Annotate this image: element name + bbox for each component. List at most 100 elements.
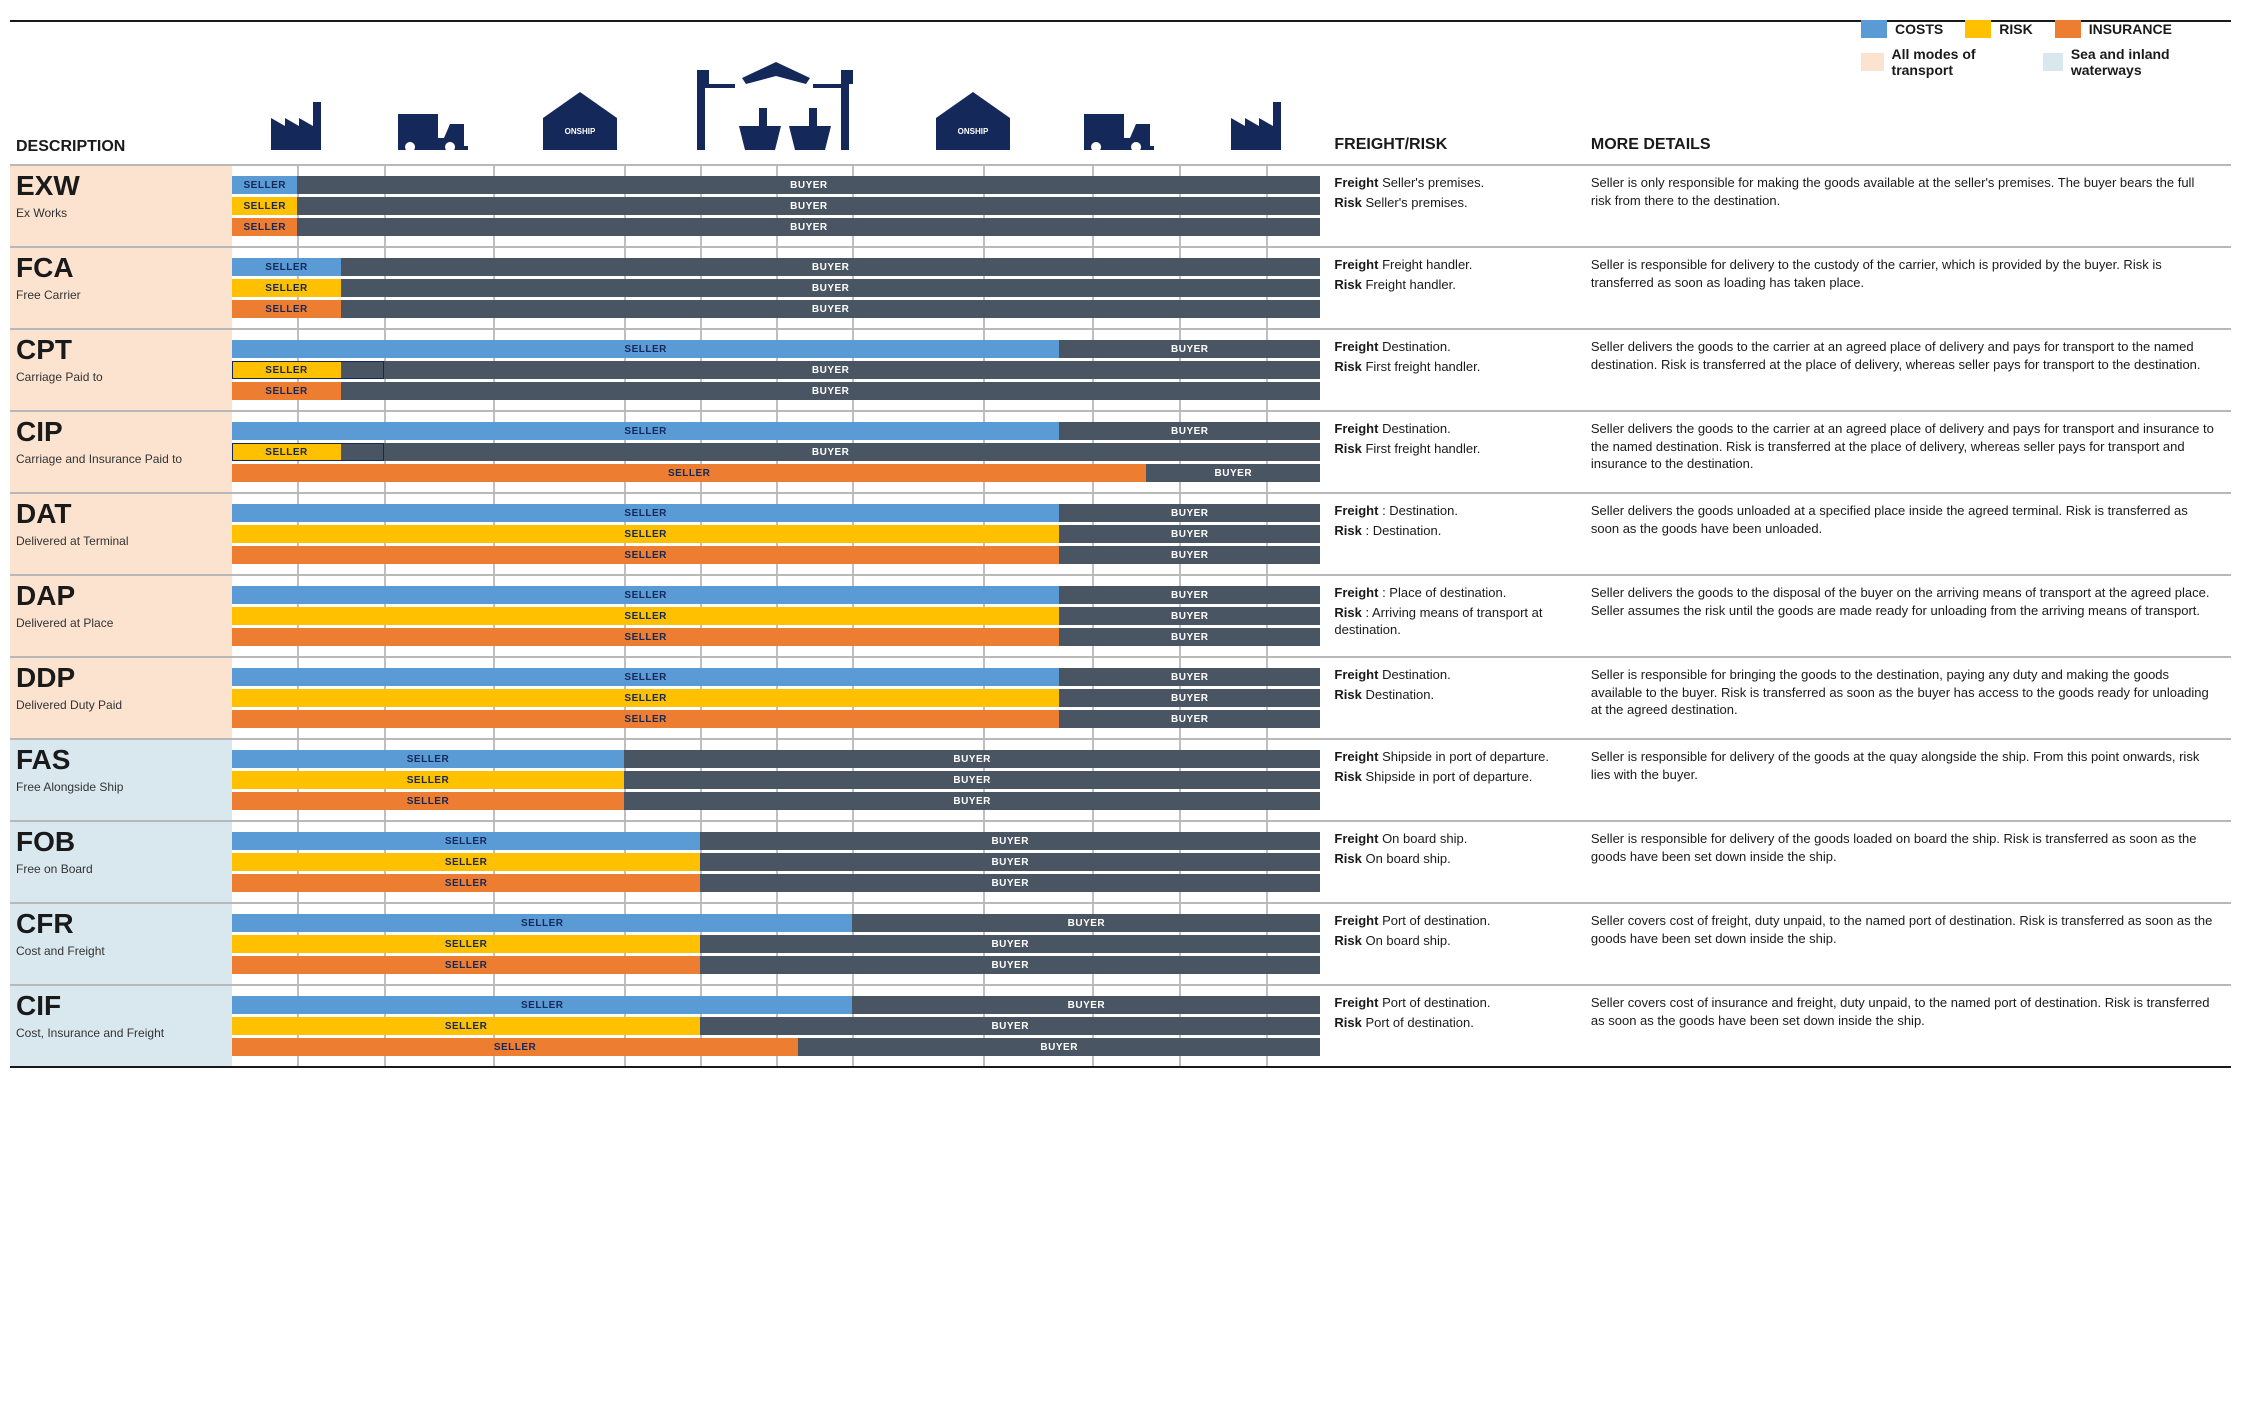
term-name: Carriage Paid to <box>16 370 222 384</box>
term-chart: SELLERBUYER SELLERBUYER SELLERBUYER <box>232 412 1320 492</box>
term-details: Seller is responsible for delivery to th… <box>1587 248 2231 328</box>
term-desc: EXW Ex Works <box>10 166 232 246</box>
term-code: CIP <box>16 418 222 446</box>
term-chart: SELLERBUYER SELLERBUYER SELLERBUYER <box>232 248 1320 328</box>
term-row-exw: EXW Ex Works SELLERBUYER SELLERBUYER SEL… <box>10 164 2231 246</box>
legend-costs: COSTS <box>1861 20 1943 38</box>
term-row-dat: DAT Delivered at Terminal SELLERBUYER SE… <box>10 492 2231 574</box>
bar-insurance: SELLERBUYER <box>232 546 1320 564</box>
term-freight-risk: Freight On board ship. Risk On board shi… <box>1320 822 1587 902</box>
bar-risk: SELLERBUYER <box>232 771 1320 789</box>
term-code: FOB <box>16 828 222 856</box>
swatch-insurance <box>2055 20 2081 38</box>
bar-costs: SELLERBUYER <box>232 914 1320 932</box>
term-freight-risk: Freight Port of destination. Risk Port o… <box>1320 986 1587 1066</box>
term-desc: FOB Free on Board <box>10 822 232 902</box>
term-code: CPT <box>16 336 222 364</box>
factory-icon <box>1229 100 1283 150</box>
bar-risk: SELLERBUYER <box>232 197 1320 215</box>
term-desc: CPT Carriage Paid to <box>10 330 232 410</box>
term-row-ddp: DDP Delivered Duty Paid SELLERBUYER SELL… <box>10 656 2231 738</box>
term-freight-risk: Freight Port of destination. Risk On boa… <box>1320 904 1587 984</box>
term-freight-risk: Freight Shipside in port of departure. R… <box>1320 740 1587 820</box>
term-name: Free Carrier <box>16 288 222 302</box>
bar-costs: SELLERBUYER <box>232 258 1320 276</box>
bar-costs: SELLERBUYER <box>232 832 1320 850</box>
term-chart: SELLERBUYER SELLERBUYER SELLERBUYER <box>232 494 1320 574</box>
term-name: Cost and Freight <box>16 944 222 958</box>
term-details: Seller is responsible for delivery of th… <box>1587 740 2231 820</box>
term-row-cfr: CFR Cost and Freight SELLERBUYER SELLERB… <box>10 902 2231 984</box>
header-details: MORE DETAILS <box>1587 126 2231 160</box>
bar-risk: SELLERBUYER <box>232 279 1320 297</box>
bar-insurance: SELLERBUYER <box>232 956 1320 974</box>
bar-insurance: SELLERBUYER <box>232 300 1320 318</box>
bar-costs: SELLERBUYER <box>232 504 1320 522</box>
bar-costs: SELLERBUYER <box>232 422 1320 440</box>
term-row-fob: FOB Free on Board SELLERBUYER SELLERBUYE… <box>10 820 2231 902</box>
bar-costs: SELLERBUYER <box>232 586 1320 604</box>
term-row-cip: CIP Carriage and Insurance Paid to SELLE… <box>10 410 2231 492</box>
term-chart: SELLERBUYER SELLERBUYER SELLERBUYER <box>232 576 1320 656</box>
term-details: Seller is responsible for bringing the g… <box>1587 658 2231 738</box>
bar-costs: SELLERBUYER <box>232 668 1320 686</box>
bar-insurance: SELLERBUYER <box>232 382 1320 400</box>
bar-insurance: SELLERBUYER <box>232 464 1320 482</box>
bar-risk: SELLERBUYER <box>232 361 1320 379</box>
term-name: Cost, Insurance and Freight <box>16 1026 222 1040</box>
legend-risk: RISK <box>1965 20 2032 38</box>
term-code: CFR <box>16 910 222 938</box>
term-desc: FAS Free Alongside Ship <box>10 740 232 820</box>
svg-text:ONSHIP: ONSHIP <box>564 127 595 136</box>
swatch-risk <box>1965 20 1991 38</box>
bar-insurance: SELLERBUYER <box>232 792 1320 810</box>
term-details: Seller delivers the goods to the carrier… <box>1587 330 2231 410</box>
term-freight-risk: Freight Destination. Risk First freight … <box>1320 412 1587 492</box>
swatch-mode-sea <box>2043 53 2063 71</box>
term-name: Delivered at Terminal <box>16 534 222 548</box>
term-row-dap: DAP Delivered at Place SELLERBUYER SELLE… <box>10 574 2231 656</box>
term-code: DDP <box>16 664 222 692</box>
header-description: DESCRIPTION <box>10 132 232 160</box>
term-details: Seller delivers the goods unloaded at a … <box>1587 494 2231 574</box>
swatch-mode-all <box>1861 53 1884 71</box>
bar-insurance: SELLERBUYER <box>232 218 1320 236</box>
bar-costs: SELLERBUYER <box>232 750 1320 768</box>
legend-mode-all: All modes of transport <box>1861 46 2021 78</box>
term-name: Free on Board <box>16 862 222 876</box>
bar-insurance: SELLERBUYER <box>232 874 1320 892</box>
legend-mode-sea: Sea and inland waterways <box>2043 46 2203 78</box>
bar-costs: SELLERBUYER <box>232 176 1320 194</box>
term-row-cif: CIF Cost, Insurance and Freight SELLERBU… <box>10 984 2231 1068</box>
header-freight-risk: FREIGHT/RISK <box>1320 126 1587 160</box>
term-chart: SELLERBUYER SELLERBUYER SELLERBUYER <box>232 330 1320 410</box>
term-code: FAS <box>16 746 222 774</box>
warehouse-icon: ONSHIP <box>543 92 617 150</box>
term-chart: SELLERBUYER SELLERBUYER SELLERBUYER <box>232 658 1320 738</box>
term-chart: SELLERBUYER SELLERBUYER SELLERBUYER <box>232 986 1320 1066</box>
term-name: Delivered at Place <box>16 616 222 630</box>
term-row-fas: FAS Free Alongside Ship SELLERBUYER SELL… <box>10 738 2231 820</box>
bar-risk: SELLERBUYER <box>232 935 1320 953</box>
term-name: Ex Works <box>16 206 222 220</box>
bar-risk: SELLERBUYER <box>232 607 1320 625</box>
term-name: Carriage and Insurance Paid to <box>16 452 222 466</box>
svg-text:ONSHIP: ONSHIP <box>957 127 988 136</box>
truck-icon <box>1084 108 1154 150</box>
swatch-costs <box>1861 20 1887 38</box>
term-name: Free Alongside Ship <box>16 780 222 794</box>
legend-insurance: INSURANCE <box>2055 20 2172 38</box>
term-code: EXW <box>16 172 222 200</box>
header-icons: ONSHIP ONSHIP <box>232 30 1320 160</box>
term-code: DAP <box>16 582 222 610</box>
bar-risk: SELLERBUYER <box>232 525 1320 543</box>
term-row-cpt: CPT Carriage Paid to SELLERBUYER SELLERB… <box>10 328 2231 410</box>
term-code: CIF <box>16 992 222 1020</box>
factory-icon <box>269 100 323 150</box>
term-code: DAT <box>16 500 222 528</box>
header-row: DESCRIPTION ONSHIP ONSHIP FREIGHT/RISK M… <box>10 30 2231 160</box>
port-icon <box>691 60 861 150</box>
term-freight-risk: Freight Freight handler. Risk Freight ha… <box>1320 248 1587 328</box>
bar-risk: SELLERBUYER <box>232 1017 1320 1035</box>
term-freight-risk: Freight : Destination. Risk : Destinatio… <box>1320 494 1587 574</box>
